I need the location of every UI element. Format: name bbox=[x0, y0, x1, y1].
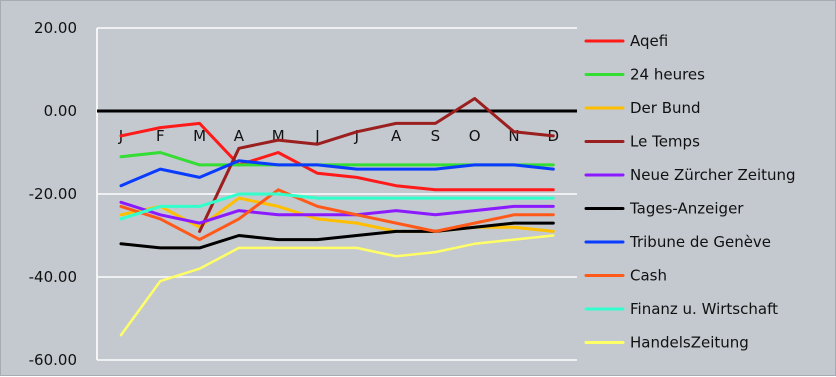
legend-label-9: HandelsZeitung bbox=[630, 334, 749, 352]
y-tick-label-1: 0.00 bbox=[44, 102, 77, 120]
x-tick-label-9: O bbox=[469, 127, 481, 145]
series-line-6 bbox=[119, 159, 555, 188]
legend-label-6: Tribune de Genève bbox=[629, 233, 771, 251]
x-tick-label-1: F bbox=[156, 127, 165, 145]
x-tick-label-8: S bbox=[431, 127, 441, 145]
x-tick-label-5: J bbox=[314, 127, 319, 145]
x-tick-label-10: N bbox=[508, 127, 519, 145]
series-line-9 bbox=[119, 234, 555, 337]
legend-label-8: Finanz u. Wirtschaft bbox=[630, 300, 778, 318]
x-tick-label-6: J bbox=[354, 127, 359, 145]
legend-label-7: Cash bbox=[630, 267, 667, 285]
x-tick-label-2: M bbox=[193, 127, 206, 145]
legend-label-0: Aqefi bbox=[630, 32, 668, 50]
legend-label-1: 24 heures bbox=[630, 66, 705, 84]
y-tick-label-2: -20.00 bbox=[29, 185, 77, 203]
y-tick-label-4: -60.00 bbox=[29, 351, 77, 369]
x-tick-label-3: A bbox=[234, 127, 245, 145]
series-line-5 bbox=[119, 221, 555, 250]
legend-label-4: Neue Zürcher Zeitung bbox=[630, 166, 796, 184]
y-tick-label-0: 20.00 bbox=[34, 19, 77, 37]
legend-label-2: Der Bund bbox=[630, 99, 701, 117]
legend-label-3: Le Temps bbox=[630, 133, 700, 151]
y-tick-label-3: -40.00 bbox=[29, 268, 77, 286]
x-tick-label-7: A bbox=[391, 127, 402, 145]
series-line-3 bbox=[198, 97, 555, 233]
series-line-7 bbox=[119, 188, 555, 242]
series-line-4 bbox=[119, 200, 555, 225]
series-line-8 bbox=[119, 192, 555, 221]
legend-label-5: Tages-Anzeiger bbox=[629, 200, 744, 218]
series-line-0 bbox=[119, 121, 555, 192]
